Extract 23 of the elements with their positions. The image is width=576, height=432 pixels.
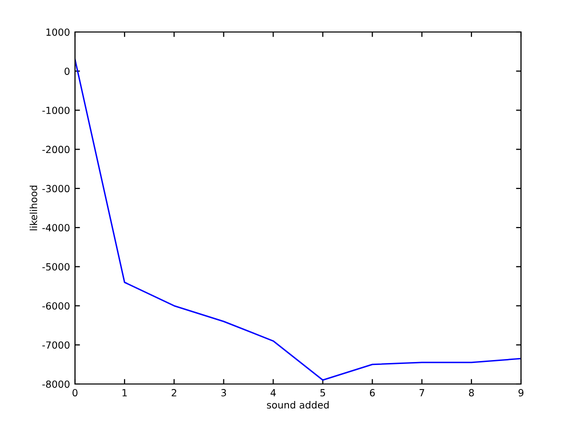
y-tick-label: -1000: [42, 106, 70, 114]
y-tick-label: -8000: [42, 380, 70, 388]
x-tick-label: 9: [518, 389, 524, 396]
y-tick-label: 0: [64, 68, 70, 75]
y-tick-label: -2000: [42, 146, 70, 154]
x-tick-label: 7: [420, 389, 424, 396]
x-tick-label: 3: [221, 389, 226, 396]
x-tick-label: 6: [370, 389, 375, 396]
x-tick-label: 4: [270, 389, 276, 396]
x-tick-label: 0: [72, 389, 78, 396]
y-tick-label: 1000: [46, 28, 70, 36]
y-axis-title: likelihood: [30, 186, 38, 230]
y-tick-label: -6000: [42, 302, 70, 310]
x-tick-label: 5: [320, 389, 326, 396]
x-axis-title: sound added: [267, 401, 329, 409]
y-tick-label: -5000: [42, 263, 70, 270]
x-tick-label: 8: [469, 389, 474, 396]
y-tick-label: -4000: [42, 224, 70, 232]
line-series: [75, 58, 521, 381]
y-tick-label: -3000: [42, 184, 70, 192]
y-tick-label: -7000: [42, 341, 70, 349]
x-tick-label: 2: [172, 389, 176, 396]
x-tick-label: 1: [122, 389, 127, 396]
